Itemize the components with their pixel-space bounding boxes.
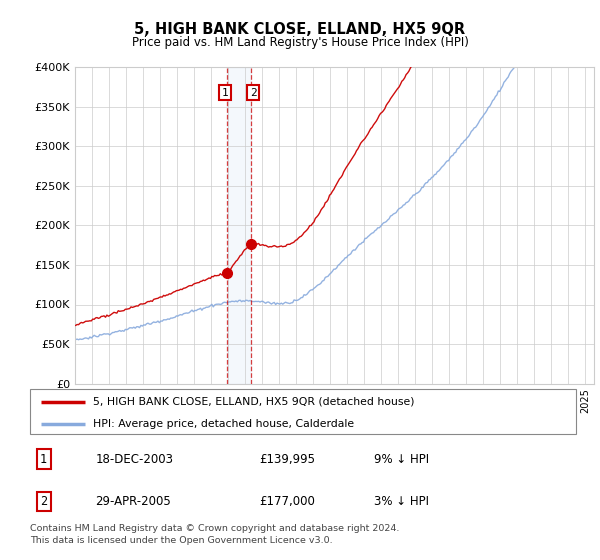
Text: £177,000: £177,000: [259, 495, 315, 508]
FancyBboxPatch shape: [30, 389, 576, 434]
Text: 29-APR-2005: 29-APR-2005: [95, 495, 171, 508]
Text: 3% ↓ HPI: 3% ↓ HPI: [374, 495, 429, 508]
Bar: [227, 67, 251, 384]
Text: This data is licensed under the Open Government Licence v3.0.: This data is licensed under the Open Gov…: [30, 536, 332, 545]
Text: £139,995: £139,995: [259, 452, 316, 465]
Text: 18-DEC-2003: 18-DEC-2003: [95, 452, 173, 465]
Text: 2: 2: [250, 87, 257, 97]
Text: Price paid vs. HM Land Registry's House Price Index (HPI): Price paid vs. HM Land Registry's House …: [131, 36, 469, 49]
Text: 2: 2: [40, 495, 47, 508]
Text: 5, HIGH BANK CLOSE, ELLAND, HX5 9QR: 5, HIGH BANK CLOSE, ELLAND, HX5 9QR: [134, 22, 466, 38]
Text: Contains HM Land Registry data © Crown copyright and database right 2024.: Contains HM Land Registry data © Crown c…: [30, 524, 400, 533]
Text: 5, HIGH BANK CLOSE, ELLAND, HX5 9QR (detached house): 5, HIGH BANK CLOSE, ELLAND, HX5 9QR (det…: [93, 396, 414, 407]
Text: 1: 1: [40, 452, 47, 465]
Text: 1: 1: [221, 87, 228, 97]
Text: HPI: Average price, detached house, Calderdale: HPI: Average price, detached house, Cald…: [93, 419, 354, 429]
Text: 9% ↓ HPI: 9% ↓ HPI: [374, 452, 429, 465]
